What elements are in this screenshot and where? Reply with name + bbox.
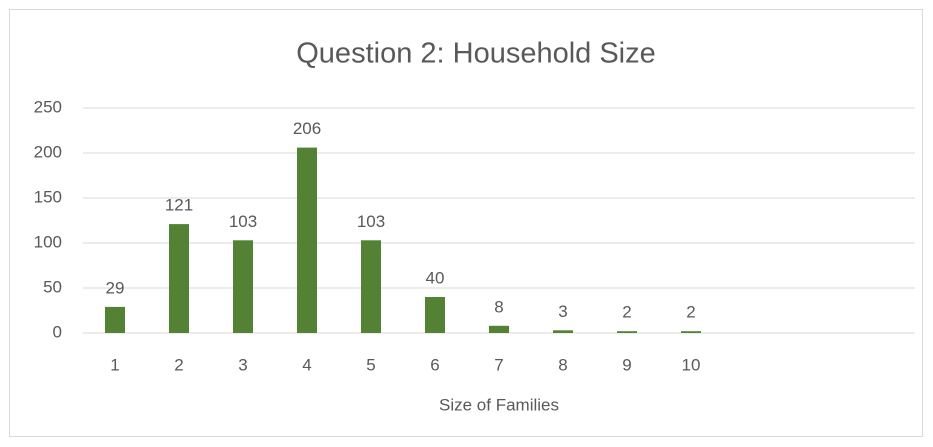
x-tick-label: 3: [238, 355, 247, 374]
x-tick-label: 1: [110, 355, 119, 374]
data-label: 8: [494, 297, 503, 316]
y-tick-label: 0: [53, 322, 62, 341]
x-axis-title: Size of Families: [439, 395, 559, 414]
y-tick-label: 250: [34, 97, 62, 116]
bar: [425, 297, 445, 333]
bar: [105, 306, 125, 333]
x-tick-label: 2: [174, 355, 183, 374]
bar: [297, 147, 317, 333]
x-tick-label: 6: [430, 355, 439, 374]
data-label: 2: [622, 303, 631, 322]
chart-title: Question 2: Household Size: [296, 38, 656, 70]
data-label: 29: [106, 278, 125, 297]
x-tick-label: 9: [622, 355, 631, 374]
bar: [233, 240, 253, 333]
bar: [489, 325, 509, 333]
x-tick-label: 7: [494, 355, 503, 374]
x-tick-label: 10: [682, 355, 701, 374]
data-label: 206: [293, 119, 321, 138]
bar: [617, 331, 637, 333]
y-tick-label: 50: [43, 277, 62, 296]
x-tick-label: 8: [558, 355, 567, 374]
data-label: 103: [357, 212, 385, 231]
data-label: 2: [686, 303, 695, 322]
bar: [361, 240, 381, 333]
data-label: 40: [426, 268, 445, 287]
bar: [681, 331, 701, 333]
data-label: 103: [229, 212, 257, 231]
x-tick-label: 5: [366, 355, 375, 374]
bar: [553, 330, 573, 333]
y-tick-label: 150: [34, 187, 62, 206]
chart-border: [9, 9, 923, 437]
y-tick-label: 100: [34, 232, 62, 251]
data-label: 121: [165, 196, 193, 215]
x-tick-label: 4: [302, 355, 311, 374]
bar: [169, 224, 189, 333]
data-label: 3: [558, 302, 567, 321]
y-tick-label: 200: [34, 142, 62, 161]
